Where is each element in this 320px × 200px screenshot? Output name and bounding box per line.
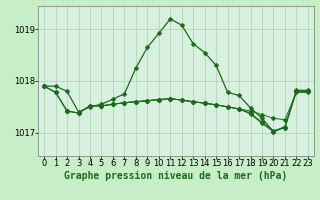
X-axis label: Graphe pression niveau de la mer (hPa): Graphe pression niveau de la mer (hPa)	[64, 171, 288, 181]
